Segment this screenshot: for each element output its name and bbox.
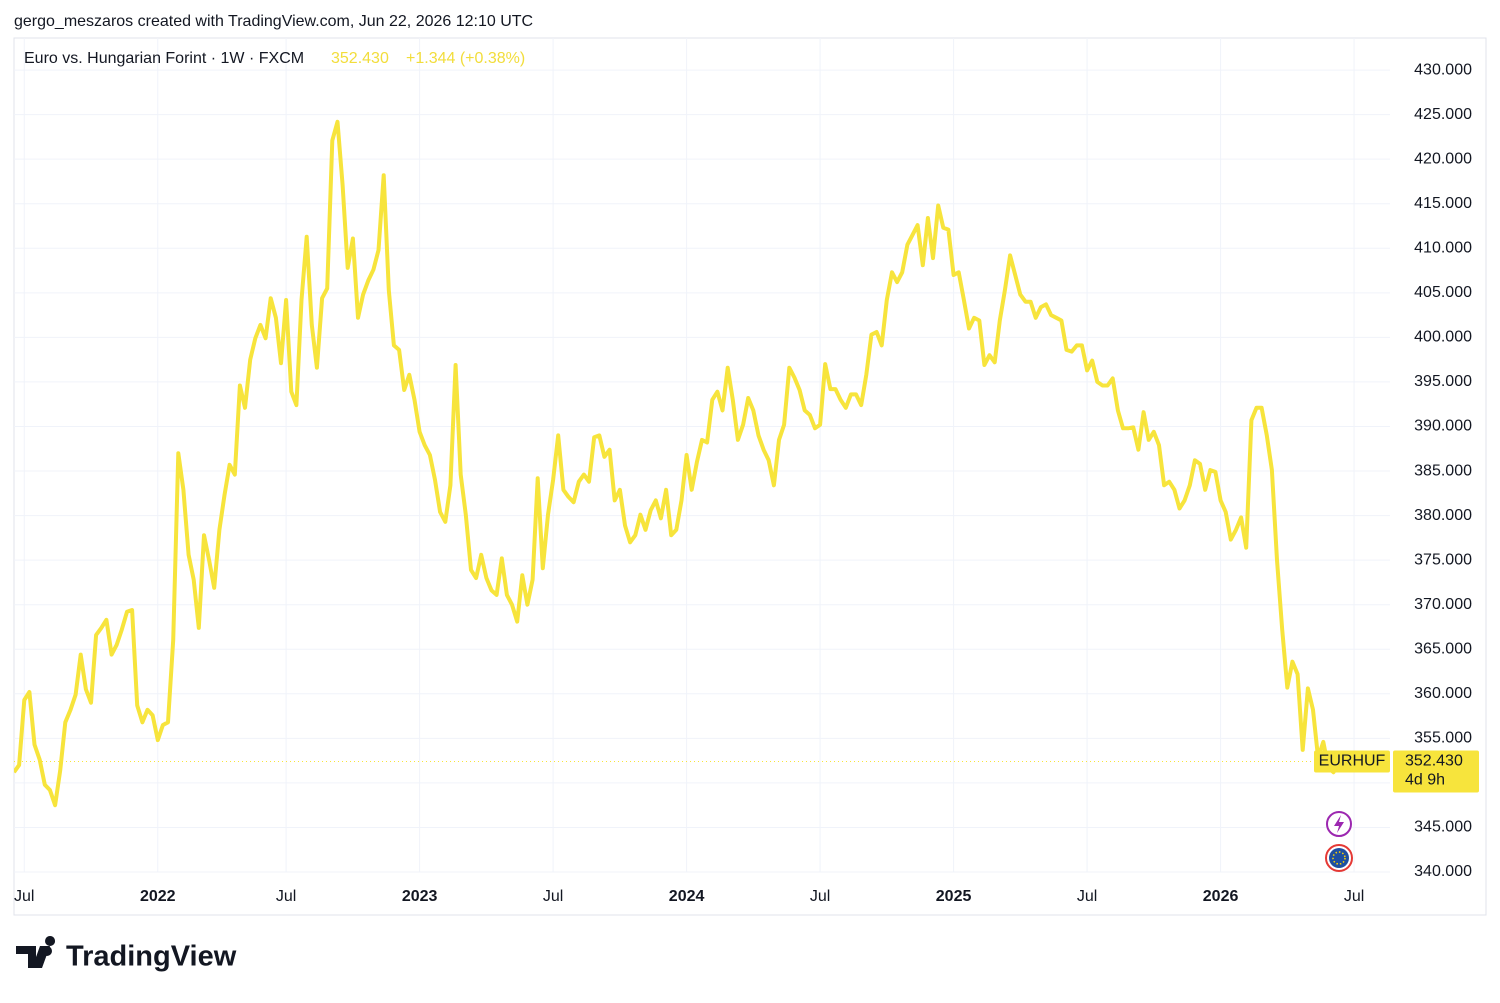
y-tick-label: 375.000	[1414, 551, 1472, 568]
plot	[14, 119, 1390, 808]
y-tick-label: 385.000	[1414, 462, 1472, 479]
y-tick-label: 345.000	[1414, 819, 1472, 836]
series-label: EURHUF	[1319, 753, 1386, 770]
y-tick-label: 410.000	[1414, 240, 1472, 257]
price-change: +1.344 (+0.38%)	[406, 50, 525, 67]
x-tick-label: Jul	[810, 888, 830, 905]
y-tick-label: 355.000	[1414, 730, 1472, 747]
eu-stars	[1332, 851, 1346, 865]
x-tick-label: 2025	[936, 888, 972, 905]
x-tick-label: 2024	[669, 888, 705, 905]
last-price: 352.430	[331, 50, 389, 67]
countdown-label: 4d 9h	[1405, 772, 1445, 789]
y-tick-label: 340.000	[1414, 863, 1472, 880]
x-tick-label: Jul	[543, 888, 563, 905]
grid	[14, 38, 1390, 873]
y-tick-label: 425.000	[1414, 106, 1472, 123]
author-line: gergo_meszaros created with TradingView.…	[14, 13, 533, 30]
y-tick-label: 400.000	[1414, 329, 1472, 346]
brand: TradingView	[66, 941, 237, 973]
series-label-box	[1314, 750, 1390, 773]
eu-flag	[1329, 848, 1349, 868]
y-tick-label: 420.000	[1414, 150, 1472, 167]
x-tick-label: Jul	[1344, 888, 1364, 905]
chart-frame	[13, 37, 1487, 916]
price-label-box	[1393, 750, 1479, 793]
y-tick-label: 360.000	[1414, 685, 1472, 702]
x-tick-label: 2026	[1203, 888, 1239, 905]
y-tick-label: 395.000	[1414, 373, 1472, 390]
axes: 340.000345.000350.000355.000360.000365.0…	[14, 61, 1479, 905]
x-tick-label: 2022	[140, 888, 176, 905]
y-tick-label: 405.000	[1414, 284, 1472, 301]
y-tick-label: 430.000	[1414, 61, 1472, 78]
lightning-icon	[1334, 815, 1344, 833]
y-tick-label: 380.000	[1414, 507, 1472, 524]
chart-title: Euro vs. Hungarian Forint · 1W · FXCM	[24, 50, 304, 67]
x-tick-label: Jul	[1077, 888, 1097, 905]
price-label: 352.430	[1405, 753, 1463, 770]
price-line	[14, 119, 1341, 808]
x-tick-label: Jul	[14, 888, 34, 905]
y-tick-label: 415.000	[1414, 195, 1472, 212]
y-tick-label: 390.000	[1414, 418, 1472, 435]
y-tick-label: 365.000	[1414, 640, 1472, 657]
x-tick-label: 2023	[402, 888, 438, 905]
brand-logo: TradingView	[16, 936, 237, 973]
y-tick-label: 370.000	[1414, 596, 1472, 613]
x-tick-label: Jul	[276, 888, 296, 905]
